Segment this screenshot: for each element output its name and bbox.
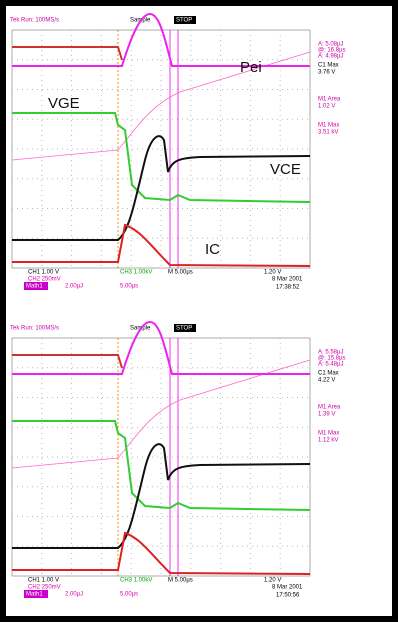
readout: 1.02 V (318, 104, 335, 110)
footer-ch3: CH3 1.00kV (120, 578, 152, 584)
readout: 3.76 V (318, 70, 335, 76)
readout: C1 Max (318, 371, 339, 377)
footer-ch1: CH1 1.00 V (28, 270, 59, 276)
footer-ch3: CH3 1.00kV (120, 270, 152, 276)
screenshot: Tek Run: 100MS/sSampleSTOPVGEPeiVCEICA: … (0, 0, 398, 622)
readout: C1 Max (318, 63, 339, 69)
footer-ch2: CH2 250mV (28, 277, 61, 283)
footer-trig: 1.20 V (264, 578, 281, 584)
readout: 4.22 V (318, 378, 335, 384)
readout: A: 5.48µJ (318, 362, 343, 368)
footer-ch2: CH2 250mV (28, 585, 61, 591)
readout: M1 Max (318, 431, 339, 437)
footer-clock: 17:50:56 (276, 593, 300, 599)
readout: 1.12 kV (318, 438, 338, 444)
footer-math1: Math1 (26, 592, 43, 598)
footer-math2: 2.00µJ (65, 592, 83, 598)
footer-math3: 5.00µs (120, 592, 138, 598)
footer-math3: 5.00µs (120, 284, 138, 290)
header-state: STOP (176, 326, 192, 332)
footer-time: M 5.00µs (168, 270, 193, 276)
readout: 1.39 V (318, 412, 335, 418)
readout: A: 4.98µJ (318, 54, 343, 60)
footer-trig: 1.20 V (264, 270, 281, 276)
trace-label: Pei (240, 59, 262, 76)
footer-clock: 17:38:52 (276, 285, 300, 291)
footer-date: 8 Mar 2001 (272, 277, 303, 283)
footer-time: M 5.00µs (168, 578, 193, 584)
readout: M1 Max (318, 123, 339, 129)
footer-ch1: CH1 1.00 V (28, 578, 59, 584)
footer-date: 8 Mar 2001 (272, 585, 303, 591)
header-status: Tek Run: 100MS/s (10, 326, 59, 332)
readout: M1 Area (318, 405, 341, 411)
trace-label: VCE (270, 161, 301, 178)
header-status: Tek Run: 100MS/s (10, 18, 59, 24)
trace-label: VGE (48, 95, 80, 112)
trace-label: IC (205, 241, 220, 258)
footer-math2: 2.00µJ (65, 284, 83, 290)
readout: M1 Area (318, 97, 341, 103)
readout: 3.51 kV (318, 130, 338, 136)
header-state: STOP (176, 18, 192, 24)
footer-math1: Math1 (26, 284, 43, 290)
